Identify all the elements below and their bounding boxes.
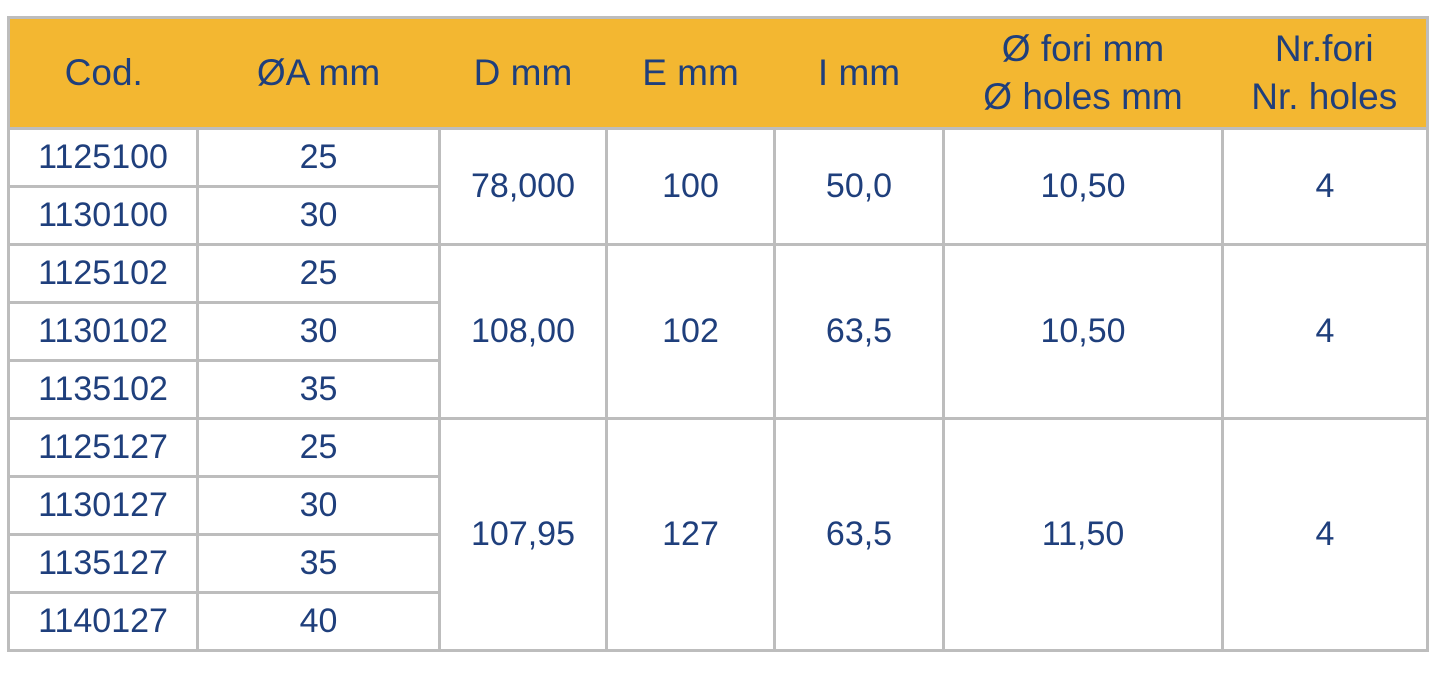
header-label: D mm — [473, 52, 573, 93]
cell-cod: 1125100 — [7, 127, 199, 188]
table-row: 1130127 30 — [7, 475, 1428, 536]
cell-d: 107,95 — [438, 417, 608, 652]
cell-cod: 1130102 — [7, 301, 199, 362]
product-spec-table: Cod. ØA mm D mm E mm I mm Ø fori mm Ø holes mm… — [7, 16, 1429, 652]
header-row: Cod. ØA mm D mm E mm I mm Ø fori mm Ø holes mm… — [7, 16, 1429, 130]
cell-e: 100 — [605, 127, 776, 246]
header-diameter-a: ØA mm — [197, 16, 440, 130]
cell-cod: 1135102 — [7, 359, 199, 420]
cell-cod: 1130100 — [7, 185, 199, 246]
header-label: E mm — [642, 52, 739, 93]
cell-cod: 1135127 — [7, 533, 199, 594]
cell-holes-count: 4 — [1221, 127, 1429, 246]
header-e: E mm — [606, 16, 775, 130]
cell-d: 78,000 — [438, 127, 608, 246]
cell-holes-diameter: 10,50 — [942, 127, 1224, 246]
header-i: I mm — [774, 16, 944, 130]
cell-cod: 1130127 — [7, 475, 199, 536]
cell-diameter-a: 30 — [196, 301, 441, 362]
cell-holes-diameter: 11,50 — [942, 417, 1224, 652]
cell-diameter-a: 30 — [196, 185, 441, 246]
cell-e: 102 — [605, 243, 776, 420]
header-cod: Cod. — [7, 16, 198, 130]
header-label: Nr.fori — [1274, 28, 1374, 69]
header-d: D mm — [439, 16, 607, 130]
header-holes-diameter: Ø fori mm Ø holes mm — [943, 16, 1223, 130]
cell-cod: 1140127 — [7, 591, 199, 652]
cell-d: 108,00 — [438, 243, 608, 420]
cell-cod: 1125127 — [7, 417, 199, 478]
table-row: 1140127 40 — [7, 591, 1428, 652]
table-row: 1130100 30 — [7, 185, 1428, 246]
table-row: 1130102 30 — [7, 301, 1428, 362]
header-label: I mm — [817, 52, 901, 93]
header-label: Cod. — [64, 52, 143, 93]
table-body: 1125100 25 78,000 100 50,0 10,50 4 1130100 30 112… — [7, 127, 1429, 652]
header-label: Ø fori mm — [1001, 28, 1165, 69]
cell-diameter-a: 40 — [196, 591, 441, 652]
table-row: 1125127 25 107,95 127 63,5 11,50 4 — [7, 417, 1429, 652]
header-label-en: Ø holes mm — [983, 76, 1183, 117]
cell-diameter-a: 30 — [196, 475, 441, 536]
cell-diameter-a: 35 — [196, 533, 441, 594]
cell-e: 127 — [605, 417, 776, 652]
cell-diameter-a: 25 — [196, 417, 441, 478]
table-row: 1125102 25 108,00 102 63,5 10,50 4 — [7, 243, 1429, 420]
cell-diameter-a: 25 — [196, 243, 441, 304]
cell-cod: 1125102 — [7, 243, 199, 304]
header-label: ØA mm — [256, 52, 381, 93]
header-label-en: Nr. holes — [1251, 76, 1398, 117]
cell-i: 63,5 — [773, 417, 945, 652]
cell-diameter-a: 35 — [196, 359, 441, 420]
table-row: 1135102 35 — [7, 359, 1428, 420]
product-table-wrapper: Cod. ØA mm D mm E mm I mm Ø fori mm Ø holes mm… — [7, 16, 1429, 652]
cell-holes-count: 4 — [1221, 417, 1429, 652]
table-row: 1135127 35 — [7, 533, 1428, 594]
cell-i: 50,0 — [773, 127, 945, 246]
cell-diameter-a: 25 — [196, 127, 441, 188]
cell-i: 63,5 — [773, 243, 945, 420]
table-row: 1125100 25 78,000 100 50,0 10,50 4 — [7, 127, 1429, 246]
header-holes-count: Nr.fori Nr. holes — [1222, 16, 1429, 130]
cell-holes-count: 4 — [1221, 243, 1429, 420]
cell-holes-diameter: 10,50 — [942, 243, 1224, 420]
